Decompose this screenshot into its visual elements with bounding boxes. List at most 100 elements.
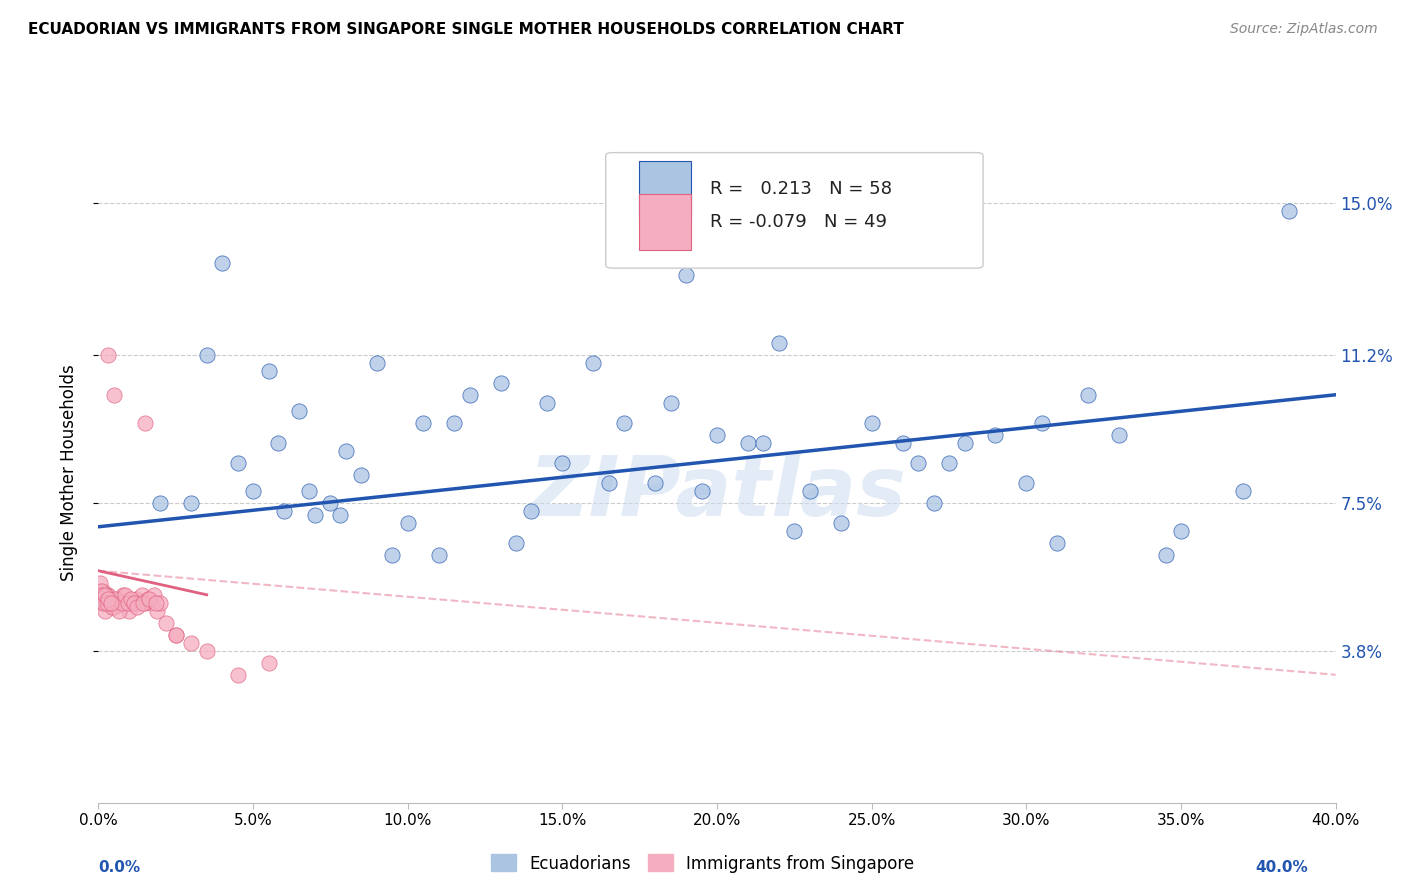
Text: ECUADORIAN VS IMMIGRANTS FROM SINGAPORE SINGLE MOTHER HOUSEHOLDS CORRELATION CHA: ECUADORIAN VS IMMIGRANTS FROM SINGAPORE …	[28, 22, 904, 37]
Point	[273, 504, 295, 518]
Point	[267, 435, 290, 450]
Point	[690, 483, 713, 498]
Point	[124, 591, 146, 606]
Point	[195, 644, 218, 658]
Point	[91, 588, 114, 602]
Point	[1077, 388, 1099, 402]
Point	[108, 596, 131, 610]
Point	[107, 604, 129, 618]
Point	[938, 456, 960, 470]
Point	[830, 516, 852, 530]
Point	[644, 475, 666, 490]
Point	[891, 435, 914, 450]
Point	[90, 583, 112, 598]
Point	[103, 388, 125, 402]
Point	[953, 435, 976, 450]
Point	[304, 508, 326, 522]
Point	[104, 591, 127, 606]
Point	[257, 656, 280, 670]
Point	[134, 596, 156, 610]
Point	[100, 596, 122, 610]
Point	[1278, 203, 1301, 218]
Point	[922, 496, 945, 510]
Point	[115, 596, 138, 610]
Point	[226, 667, 249, 681]
Point	[103, 599, 125, 614]
Point	[907, 456, 929, 470]
Point	[783, 524, 806, 538]
Point	[520, 504, 543, 518]
Point	[97, 348, 120, 362]
Text: ZIPatlas: ZIPatlas	[529, 452, 905, 533]
Point	[242, 483, 264, 498]
Point	[97, 591, 120, 606]
Point	[180, 496, 202, 510]
Point	[180, 636, 202, 650]
Point	[122, 596, 145, 610]
Point	[366, 356, 388, 370]
Point	[132, 596, 155, 610]
FancyBboxPatch shape	[606, 153, 983, 268]
Text: 0.0%: 0.0%	[98, 860, 141, 874]
Point	[93, 596, 115, 610]
Point	[768, 335, 790, 350]
Point	[112, 588, 135, 602]
Point	[613, 416, 636, 430]
Point	[860, 416, 883, 430]
Point	[121, 596, 143, 610]
Point	[226, 456, 249, 470]
Point	[195, 348, 218, 362]
Point	[89, 575, 111, 590]
Point	[551, 456, 574, 470]
Point	[118, 604, 141, 618]
Point	[117, 596, 139, 610]
Point	[298, 483, 321, 498]
Point	[105, 591, 128, 606]
Point	[149, 496, 172, 510]
Text: 40.0%: 40.0%	[1254, 860, 1308, 874]
Point	[155, 615, 177, 630]
Bar	[640, 194, 692, 251]
Y-axis label: Single Mother Households: Single Mother Households	[59, 365, 77, 581]
Point	[427, 548, 450, 562]
Point	[1232, 483, 1254, 498]
Point	[396, 516, 419, 530]
Point	[659, 396, 682, 410]
Point	[138, 591, 160, 606]
Point	[134, 416, 156, 430]
Point	[165, 628, 187, 642]
Point	[443, 416, 465, 430]
Text: R = -0.079   N = 49: R = -0.079 N = 49	[710, 213, 887, 231]
Point	[127, 599, 149, 614]
Point	[165, 628, 187, 642]
Point	[458, 388, 481, 402]
Point	[1170, 524, 1192, 538]
Point	[257, 364, 280, 378]
Point	[111, 596, 134, 610]
Point	[1154, 548, 1177, 562]
Point	[136, 591, 159, 606]
Point	[143, 588, 166, 602]
Point	[329, 508, 352, 522]
Point	[335, 443, 357, 458]
Point	[598, 475, 620, 490]
Point	[128, 596, 150, 610]
Legend: Ecuadorians, Immigrants from Singapore: Ecuadorians, Immigrants from Singapore	[485, 847, 921, 880]
Point	[412, 416, 434, 430]
Text: R =   0.213   N = 58: R = 0.213 N = 58	[710, 180, 891, 198]
Point	[737, 435, 759, 450]
Point	[101, 599, 124, 614]
Point	[96, 588, 118, 602]
Point	[211, 256, 233, 270]
Point	[536, 396, 558, 410]
Point	[799, 483, 821, 498]
Point	[319, 496, 342, 510]
Point	[91, 583, 114, 598]
Point	[381, 548, 404, 562]
Point	[1108, 427, 1130, 442]
Point	[489, 376, 512, 390]
Point	[582, 356, 605, 370]
Point	[288, 403, 311, 417]
Point	[706, 427, 728, 442]
Point	[114, 588, 136, 602]
